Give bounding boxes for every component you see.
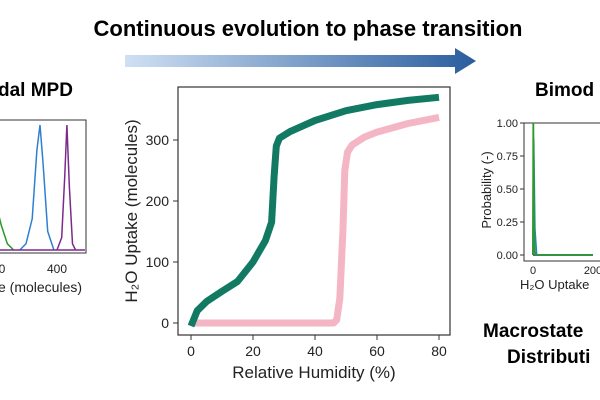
left-series-blue [19, 124, 55, 251]
series-line-continuous [187, 93, 440, 328]
left-series-green [0, 217, 15, 251]
right-xlabel: H₂O Uptake [520, 277, 589, 292]
main-xlabel: Relative Humidity (%) [232, 363, 395, 382]
right-y-tick-label: 0.50 [497, 184, 518, 196]
x-tick-label: 20 [245, 343, 261, 359]
left-xtick-label: 400 [47, 262, 67, 276]
right-y-tick-label: 1.00 [497, 118, 518, 130]
right-series-blue [532, 138, 593, 256]
right-panel-title: Bimod [535, 80, 594, 101]
main-ylabel: H₂O Uptake (molecules) [122, 119, 141, 302]
left-xlabel: e (molecules) [0, 279, 82, 295]
x-tick-label: 80 [431, 343, 447, 359]
y-tick-label: 300 [146, 132, 170, 148]
left-panel: dal MPD 0 400 e (molecules) [0, 80, 87, 295]
right-panel: Bimod 1.00 0.75 0.50 0.25 0.00 Probability (… [479, 80, 600, 368]
right-caption-line1: Macrostate [483, 321, 583, 342]
series-line-phase-transition [194, 113, 440, 327]
left-plot-frame [0, 119, 87, 254]
x-tick-label: 40 [307, 343, 323, 359]
right-xtick-label: 200 [584, 265, 600, 277]
right-y-tick-label: 0.75 [497, 151, 518, 163]
left-panel-title: dal MPD [0, 80, 73, 101]
y-tick-label: 200 [146, 193, 170, 209]
right-series-green [532, 122, 593, 256]
figure-title: Continuous evolution to phase transition [94, 16, 523, 41]
y-tick-label: 0 [161, 315, 169, 331]
right-caption-line2: Distributi [507, 347, 590, 368]
main-plot-frame [177, 86, 451, 336]
right-y-tick-label: 0.25 [497, 217, 518, 229]
x-tick-label: 0 [187, 343, 195, 359]
left-xtick-label: 0 [0, 262, 6, 276]
right-ylabel: Probability (-) [479, 151, 494, 228]
main-chart: 0 20 40 60 80 0 100 200 300 Relative Humidity (%… [122, 86, 451, 382]
right-plot-frame [523, 122, 600, 262]
right-xtick-label: 0 [530, 265, 536, 277]
x-tick-label: 60 [369, 343, 385, 359]
right-y-tick-label: 0.00 [497, 250, 518, 262]
evolution-arrow [125, 48, 476, 74]
y-tick-label: 100 [146, 254, 170, 270]
left-series-purple [56, 124, 77, 251]
